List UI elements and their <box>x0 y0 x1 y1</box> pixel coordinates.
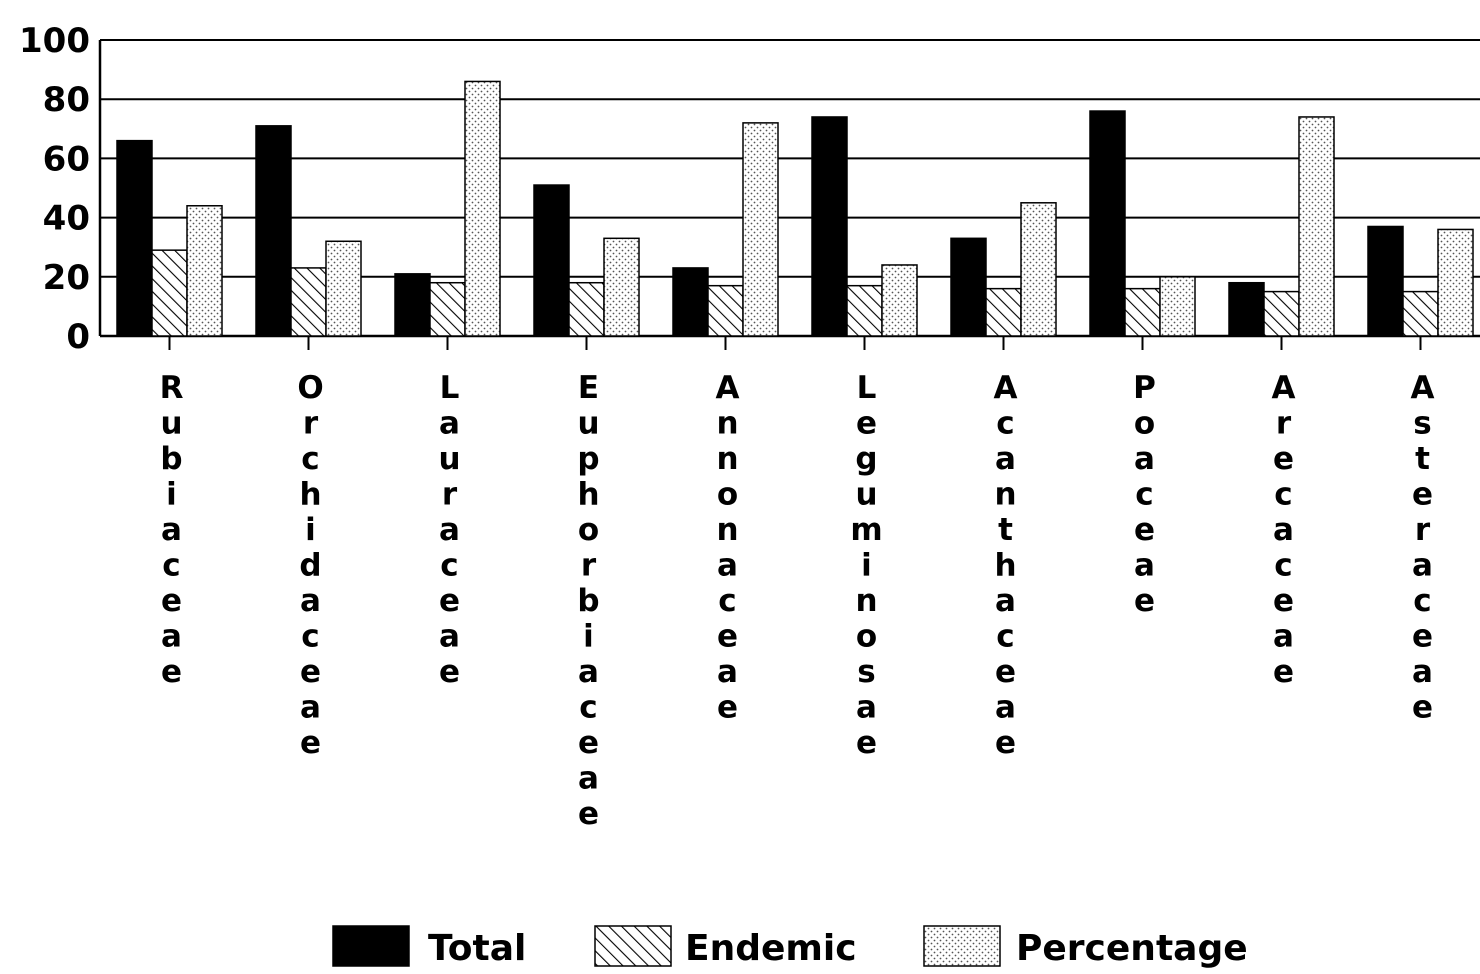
bar-percentage-lauraceae <box>464 80 501 337</box>
y-tick-label: 20 <box>43 258 90 298</box>
bar-total-acanthaceae <box>950 237 987 337</box>
bar-percentage-rubiaceae <box>186 205 223 337</box>
legend-label-percentage: Percentage <box>1016 928 1248 969</box>
bar-endemic-poaceae <box>1124 287 1161 337</box>
bar-endemic-acanthaceae <box>985 287 1022 337</box>
bar-total-orchidaceae <box>255 125 292 337</box>
bar-total-arecaceae <box>1228 281 1265 337</box>
bar-percentage-orchidaceae <box>325 240 362 337</box>
legend-label-total: Total <box>428 928 526 969</box>
legend-swatch-endemic <box>594 925 672 967</box>
bar-endemic-asteraceae <box>1402 290 1439 337</box>
legend-swatch-total <box>332 925 410 967</box>
bar-percentage-acanthaceae <box>1020 202 1057 337</box>
bar-percentage-poaceae <box>1159 276 1196 337</box>
bars <box>116 80 1474 337</box>
y-tick-label: 0 <box>66 317 90 357</box>
bar-total-lauraceae <box>394 273 431 337</box>
y-tick-label: 100 <box>19 21 90 61</box>
bar-endemic-lauraceae <box>429 281 466 337</box>
bar-endemic-rubiaceae <box>151 249 188 337</box>
y-tick-label: 40 <box>43 199 90 239</box>
bar-total-rubiaceae <box>116 139 153 337</box>
bar-percentage-arecaceae <box>1298 116 1335 337</box>
bar-endemic-leguminosae <box>846 284 883 337</box>
bar-total-annonaceae <box>672 267 709 337</box>
legend-label-endemic: Endemic <box>685 928 857 969</box>
y-tick-label: 60 <box>43 139 90 179</box>
bar-total-leguminosae <box>811 116 848 337</box>
bar-percentage-asteraceae <box>1437 228 1474 337</box>
legend-swatch-percentage <box>923 925 1001 967</box>
bar-percentage-leguminosae <box>881 264 918 337</box>
bar-total-asteraceae <box>1367 225 1404 337</box>
legend: Total Endemic Percentage <box>332 925 1248 969</box>
bar-endemic-euphorbiaceae <box>568 281 605 337</box>
y-tick-label: 80 <box>43 80 90 120</box>
bar-percentage-euphorbiaceae <box>603 237 640 337</box>
bar-percentage-annonaceae <box>742 122 779 337</box>
bar-endemic-orchidaceae <box>290 267 327 337</box>
bar-total-poaceae <box>1089 110 1126 337</box>
bar-total-euphorbiaceae <box>533 184 570 337</box>
gridlines <box>100 39 1480 278</box>
bar-endemic-annonaceae <box>707 284 744 337</box>
bar-endemic-arecaceae <box>1263 290 1300 337</box>
